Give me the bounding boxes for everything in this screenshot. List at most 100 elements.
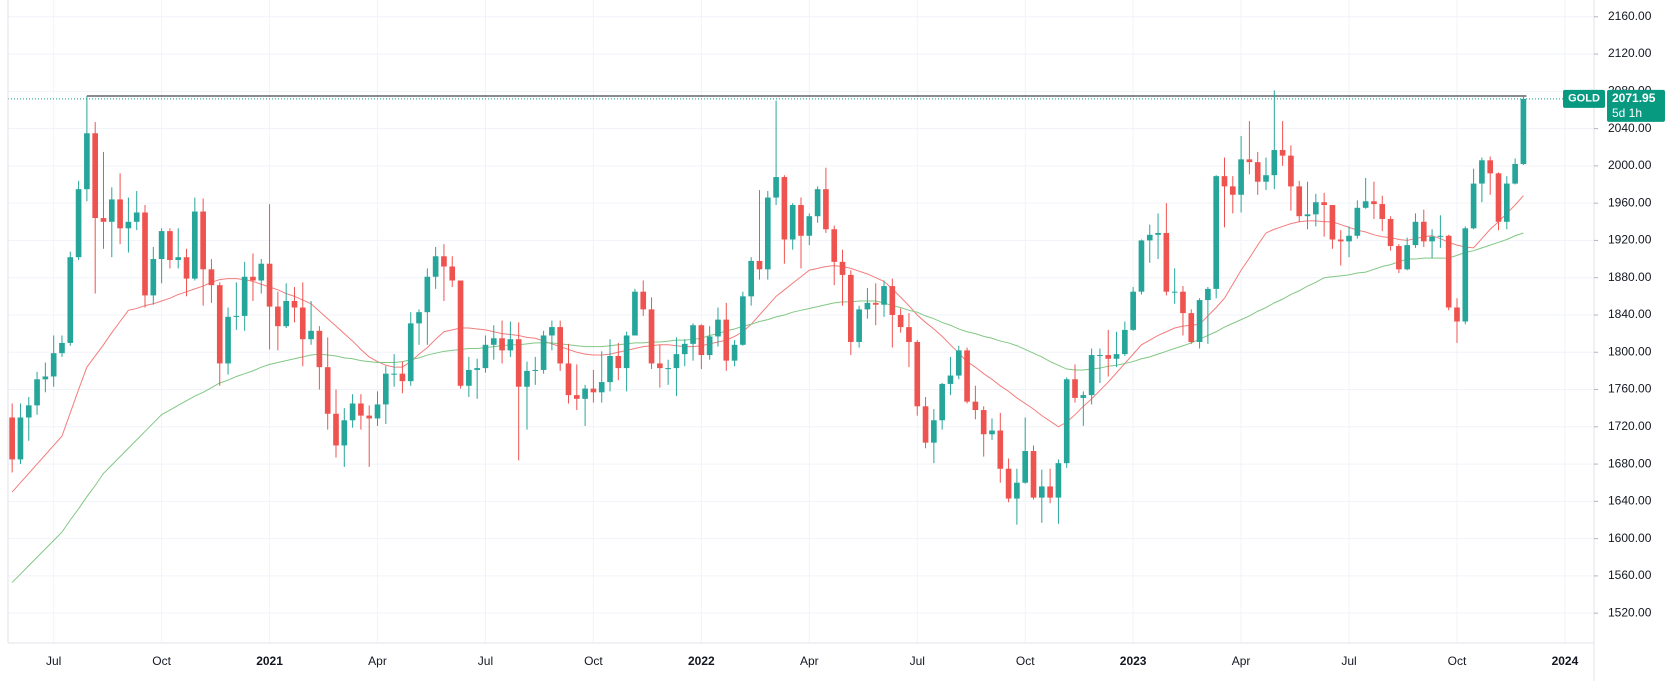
candle-body [133, 212, 140, 222]
candle-body [515, 339, 522, 387]
candle-body [1196, 300, 1203, 343]
y-tick-label: 1880.00 [1608, 270, 1652, 284]
candle-body [92, 133, 99, 219]
candle-body [681, 343, 688, 355]
candle-body [50, 353, 57, 377]
candle-body [665, 368, 671, 370]
x-tick-label: Apr [1232, 654, 1251, 668]
candle-body [524, 370, 530, 387]
candle-body [266, 263, 273, 307]
candle-body [1205, 288, 1211, 301]
candle-body [374, 404, 381, 419]
y-tick-label: 2120.00 [1608, 46, 1652, 60]
y-tick-label: 1760.00 [1608, 382, 1652, 396]
candle-body [1313, 202, 1319, 215]
candle-body [632, 291, 638, 336]
x-tick-label: Jul [1341, 654, 1356, 668]
candle-body [1022, 451, 1029, 483]
candle-body [1479, 160, 1485, 184]
plot [8, 90, 1594, 583]
candle-body [1188, 313, 1195, 343]
candle-body [1238, 159, 1244, 195]
candle-body [490, 338, 497, 345]
candle-body [764, 197, 771, 270]
candle-body [698, 325, 705, 356]
symbol-label-box [1563, 89, 1605, 108]
candle-body [100, 218, 107, 222]
candle-body [75, 189, 82, 258]
candle-body [1146, 234, 1153, 241]
candle-body [1130, 291, 1136, 330]
candle-body [216, 285, 223, 364]
y-tick-label: 1560.00 [1608, 568, 1652, 582]
candle-body [931, 420, 937, 443]
candle-body [814, 189, 821, 217]
candle-body [1503, 183, 1510, 222]
candle-body [972, 401, 979, 411]
x-tick-label: Jul [478, 654, 493, 668]
candle-body [1088, 355, 1095, 396]
candle-body [225, 316, 231, 364]
candle-body [1412, 221, 1419, 246]
candle-body [864, 302, 871, 310]
y-tick-label: 1600.00 [1608, 531, 1652, 545]
candle-body [839, 261, 846, 275]
candle-body [167, 231, 173, 260]
candle-body [117, 199, 123, 229]
candle-body [499, 338, 505, 351]
candle-body [640, 291, 647, 310]
candle-body [648, 309, 655, 364]
candle-body [1429, 236, 1435, 242]
candle-body [308, 330, 314, 340]
candle-body [690, 325, 696, 344]
x-tick-label: Oct [1448, 654, 1467, 668]
candle-body [889, 286, 896, 315]
candle-body [806, 216, 813, 236]
candle-body [366, 415, 373, 419]
candle-body [1263, 175, 1269, 182]
x-tick-label: Jul [910, 654, 925, 668]
candle-body [391, 373, 397, 375]
candle-body [150, 259, 157, 296]
candle-body [980, 410, 987, 435]
candle-body [673, 354, 680, 369]
grid [8, 0, 1594, 643]
candle-body [897, 314, 904, 328]
candle-body [881, 286, 887, 305]
x-tick-label: Oct [152, 654, 171, 668]
candle-body [316, 330, 323, 368]
candle-body [1520, 98, 1527, 165]
candle-body [482, 344, 489, 369]
y-tick-label: 1680.00 [1608, 456, 1652, 470]
candle-body [59, 342, 65, 354]
candle-body [108, 199, 115, 222]
candle-body [291, 300, 298, 308]
candle-body [1346, 235, 1352, 242]
candle-body [731, 344, 738, 361]
candle-body [1063, 379, 1070, 464]
candle-body [1180, 291, 1186, 314]
candle-body [258, 263, 265, 281]
candle-body [1038, 486, 1045, 498]
candle-body [457, 280, 464, 386]
candle-body [349, 403, 356, 421]
candle-body [1387, 218, 1394, 247]
candle-body [831, 229, 838, 262]
candle-body [142, 212, 148, 296]
candle-body [432, 256, 439, 277]
y-tick-label: 1920.00 [1608, 233, 1652, 247]
candle-body [1163, 232, 1170, 292]
candle-body [997, 430, 1004, 469]
candle-body [1288, 155, 1294, 187]
candle-body [1321, 202, 1327, 206]
candle-body [989, 430, 995, 435]
symbol-label: GOLD [1568, 93, 1600, 105]
candle-body [1445, 235, 1452, 308]
candle-body [1512, 164, 1518, 184]
x-tick-label: Apr [800, 654, 819, 668]
x-tick-label: Oct [1016, 654, 1035, 668]
candle-body [25, 405, 32, 418]
candle-body [1462, 228, 1469, 322]
candle-body [358, 403, 364, 416]
countdown-label: 5d 1h [1612, 106, 1642, 120]
